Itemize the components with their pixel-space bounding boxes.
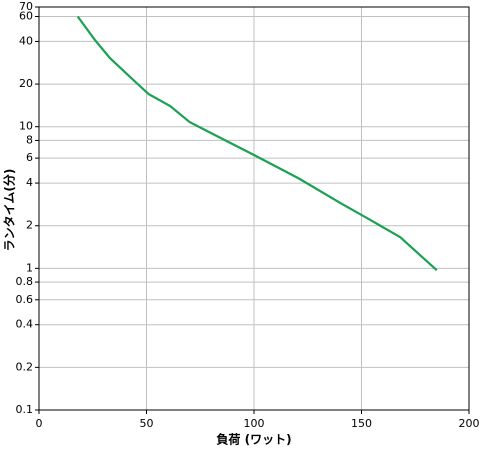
x-tick-label: 100 — [244, 417, 265, 430]
x-tick-label: 200 — [459, 417, 480, 430]
y-tick-label: 20 — [19, 77, 33, 90]
y-tick-label: 2 — [26, 219, 33, 232]
y-tick-label: 60 — [19, 9, 33, 22]
y-tick-label: 0.4 — [16, 318, 34, 331]
y-tick-label: 1 — [26, 261, 33, 274]
y-tick-label: 0.2 — [16, 360, 34, 373]
y-tick-label: 6 — [26, 151, 33, 164]
y-tick-label: 0.6 — [16, 293, 34, 306]
x-tick-label: 150 — [351, 417, 372, 430]
y-tick-label: 4 — [26, 176, 33, 189]
plot-border — [38, 6, 470, 411]
y-tick-label: 70 — [19, 0, 33, 13]
y-tick-label: 0.1 — [16, 403, 34, 416]
x-tick-label: 0 — [36, 417, 43, 430]
y-axis-label: ランタイム(分) — [2, 169, 17, 252]
y-tick-label: 10 — [19, 120, 33, 133]
x-axis-label: 負荷 (ワット) — [216, 432, 291, 447]
y-tick-label: 0.8 — [16, 275, 34, 288]
y-tick-label: 8 — [26, 133, 33, 146]
y-tick-label: 40 — [19, 34, 33, 47]
data-line — [76, 15, 438, 272]
x-tick-label: 50 — [140, 417, 154, 430]
